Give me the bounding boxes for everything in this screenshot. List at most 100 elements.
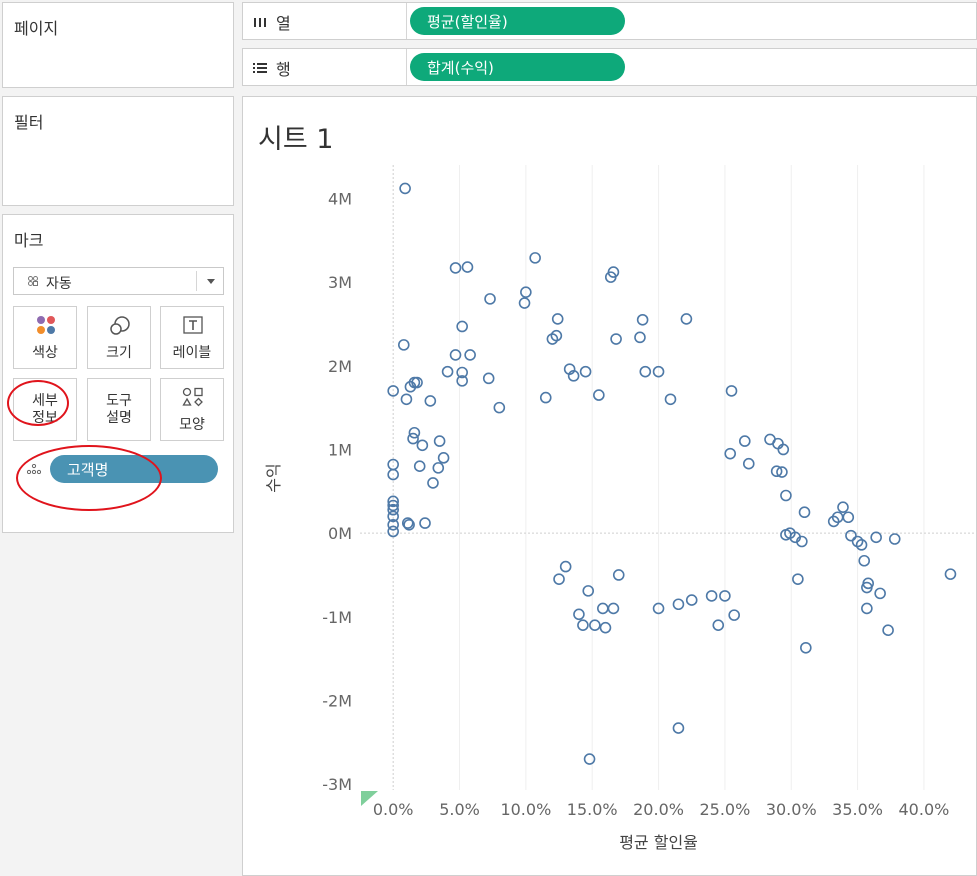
data-point xyxy=(419,517,431,529)
columns-icon xyxy=(254,18,266,27)
data-point xyxy=(400,393,413,406)
text-label-icon xyxy=(183,316,203,334)
data-point xyxy=(424,395,437,407)
x-tick-label: 30.0% xyxy=(766,800,817,819)
data-point xyxy=(567,370,580,382)
data-point xyxy=(944,568,957,580)
data-point xyxy=(607,266,620,278)
data-point xyxy=(387,503,399,516)
data-point xyxy=(518,297,531,309)
data-point xyxy=(610,333,622,345)
data-point xyxy=(387,385,399,397)
color-label: 색상 xyxy=(32,345,58,361)
columns-pill[interactable]: 평균(할인율) xyxy=(410,7,625,35)
data-point xyxy=(837,501,849,514)
data-point xyxy=(387,468,399,481)
x-tick-label: 20.0% xyxy=(633,800,684,819)
data-point xyxy=(685,594,698,606)
axis-corner-marker xyxy=(361,791,378,806)
tooltip-label-line1: 도구 xyxy=(106,393,132,409)
size-icon xyxy=(110,316,130,335)
data-point xyxy=(742,457,755,470)
data-point xyxy=(792,573,804,585)
columns-shelf[interactable]: 열 평균(할인율) xyxy=(242,2,977,40)
shelf-divider xyxy=(406,49,407,85)
data-point xyxy=(399,182,411,195)
data-point xyxy=(539,391,552,404)
worksheet[interactable]: 시트 1 xyxy=(242,96,977,876)
rows-icon xyxy=(253,63,267,73)
data-point xyxy=(413,460,426,473)
x-tick-label: 25.0% xyxy=(699,800,750,819)
data-point xyxy=(573,608,585,621)
data-point xyxy=(416,439,429,452)
data-point xyxy=(456,375,468,387)
mark-type-dropdown[interactable]: 자동 xyxy=(13,267,224,295)
data-point xyxy=(427,477,439,489)
data-point xyxy=(577,619,589,631)
data-point xyxy=(634,331,646,344)
filters-title: 필터 xyxy=(14,113,44,132)
data-point xyxy=(403,518,415,531)
data-point xyxy=(728,609,740,621)
chevron-down-icon xyxy=(207,279,215,284)
data-point xyxy=(407,432,419,445)
data-point xyxy=(845,529,857,542)
data-point xyxy=(387,510,399,523)
data-point xyxy=(553,573,565,585)
tooltip-button[interactable]: 도구 설명 xyxy=(87,378,151,441)
data-point xyxy=(597,602,609,615)
data-point xyxy=(408,426,421,439)
y-tick-label: -2M xyxy=(322,691,352,710)
label-button[interactable]: 레이블 xyxy=(160,306,224,369)
size-label: 크기 xyxy=(106,345,132,361)
data-point xyxy=(484,293,496,305)
data-point xyxy=(456,320,468,333)
data-point xyxy=(529,252,541,264)
data-point xyxy=(652,602,665,615)
data-point xyxy=(636,313,649,326)
size-button[interactable]: 크기 xyxy=(87,306,151,369)
data-point xyxy=(449,262,462,274)
data-point xyxy=(433,435,446,447)
data-point xyxy=(770,465,783,478)
data-point xyxy=(441,365,454,378)
data-point xyxy=(874,587,886,600)
filters-card[interactable]: 필터 xyxy=(2,96,234,206)
data-point xyxy=(652,365,665,378)
data-point xyxy=(456,366,468,379)
x-tick-label: 40.0% xyxy=(899,800,950,819)
data-point xyxy=(432,462,445,474)
data-point xyxy=(493,401,506,414)
rows-pill-label: 합계(수익) xyxy=(427,59,494,77)
data-point xyxy=(882,624,894,636)
color-button[interactable]: 색상 xyxy=(13,306,77,369)
annotation-ellipse xyxy=(7,380,69,426)
data-point xyxy=(780,489,792,502)
rows-pill[interactable]: 합계(수익) xyxy=(410,53,625,81)
pages-card[interactable]: 페이지 xyxy=(2,2,234,88)
data-point xyxy=(776,466,788,478)
y-tick-label: 4M xyxy=(328,189,352,208)
rows-shelf[interactable]: 행 합계(수익) xyxy=(242,48,977,86)
data-point xyxy=(579,365,592,378)
y-tick-label: 0M xyxy=(328,524,352,543)
data-point xyxy=(796,535,808,548)
x-tick-label: 35.0% xyxy=(832,800,883,819)
shape-label: 모양 xyxy=(179,417,205,433)
y-tick-label: -1M xyxy=(322,608,352,627)
data-point xyxy=(589,619,601,631)
shape-button[interactable]: 모양 xyxy=(160,378,224,441)
y-axis-title: 수익 xyxy=(264,463,283,492)
auto-mark-icon xyxy=(28,276,38,286)
data-point xyxy=(464,349,476,361)
x-axis-title: 평균 할인율 xyxy=(619,833,698,852)
data-point xyxy=(397,339,410,351)
y-tick-label: 1M xyxy=(328,440,352,459)
color-palette-icon xyxy=(37,316,55,334)
data-point xyxy=(764,433,776,446)
data-point xyxy=(719,590,731,602)
data-point xyxy=(387,525,399,538)
y-tick-label: 2M xyxy=(328,357,352,376)
